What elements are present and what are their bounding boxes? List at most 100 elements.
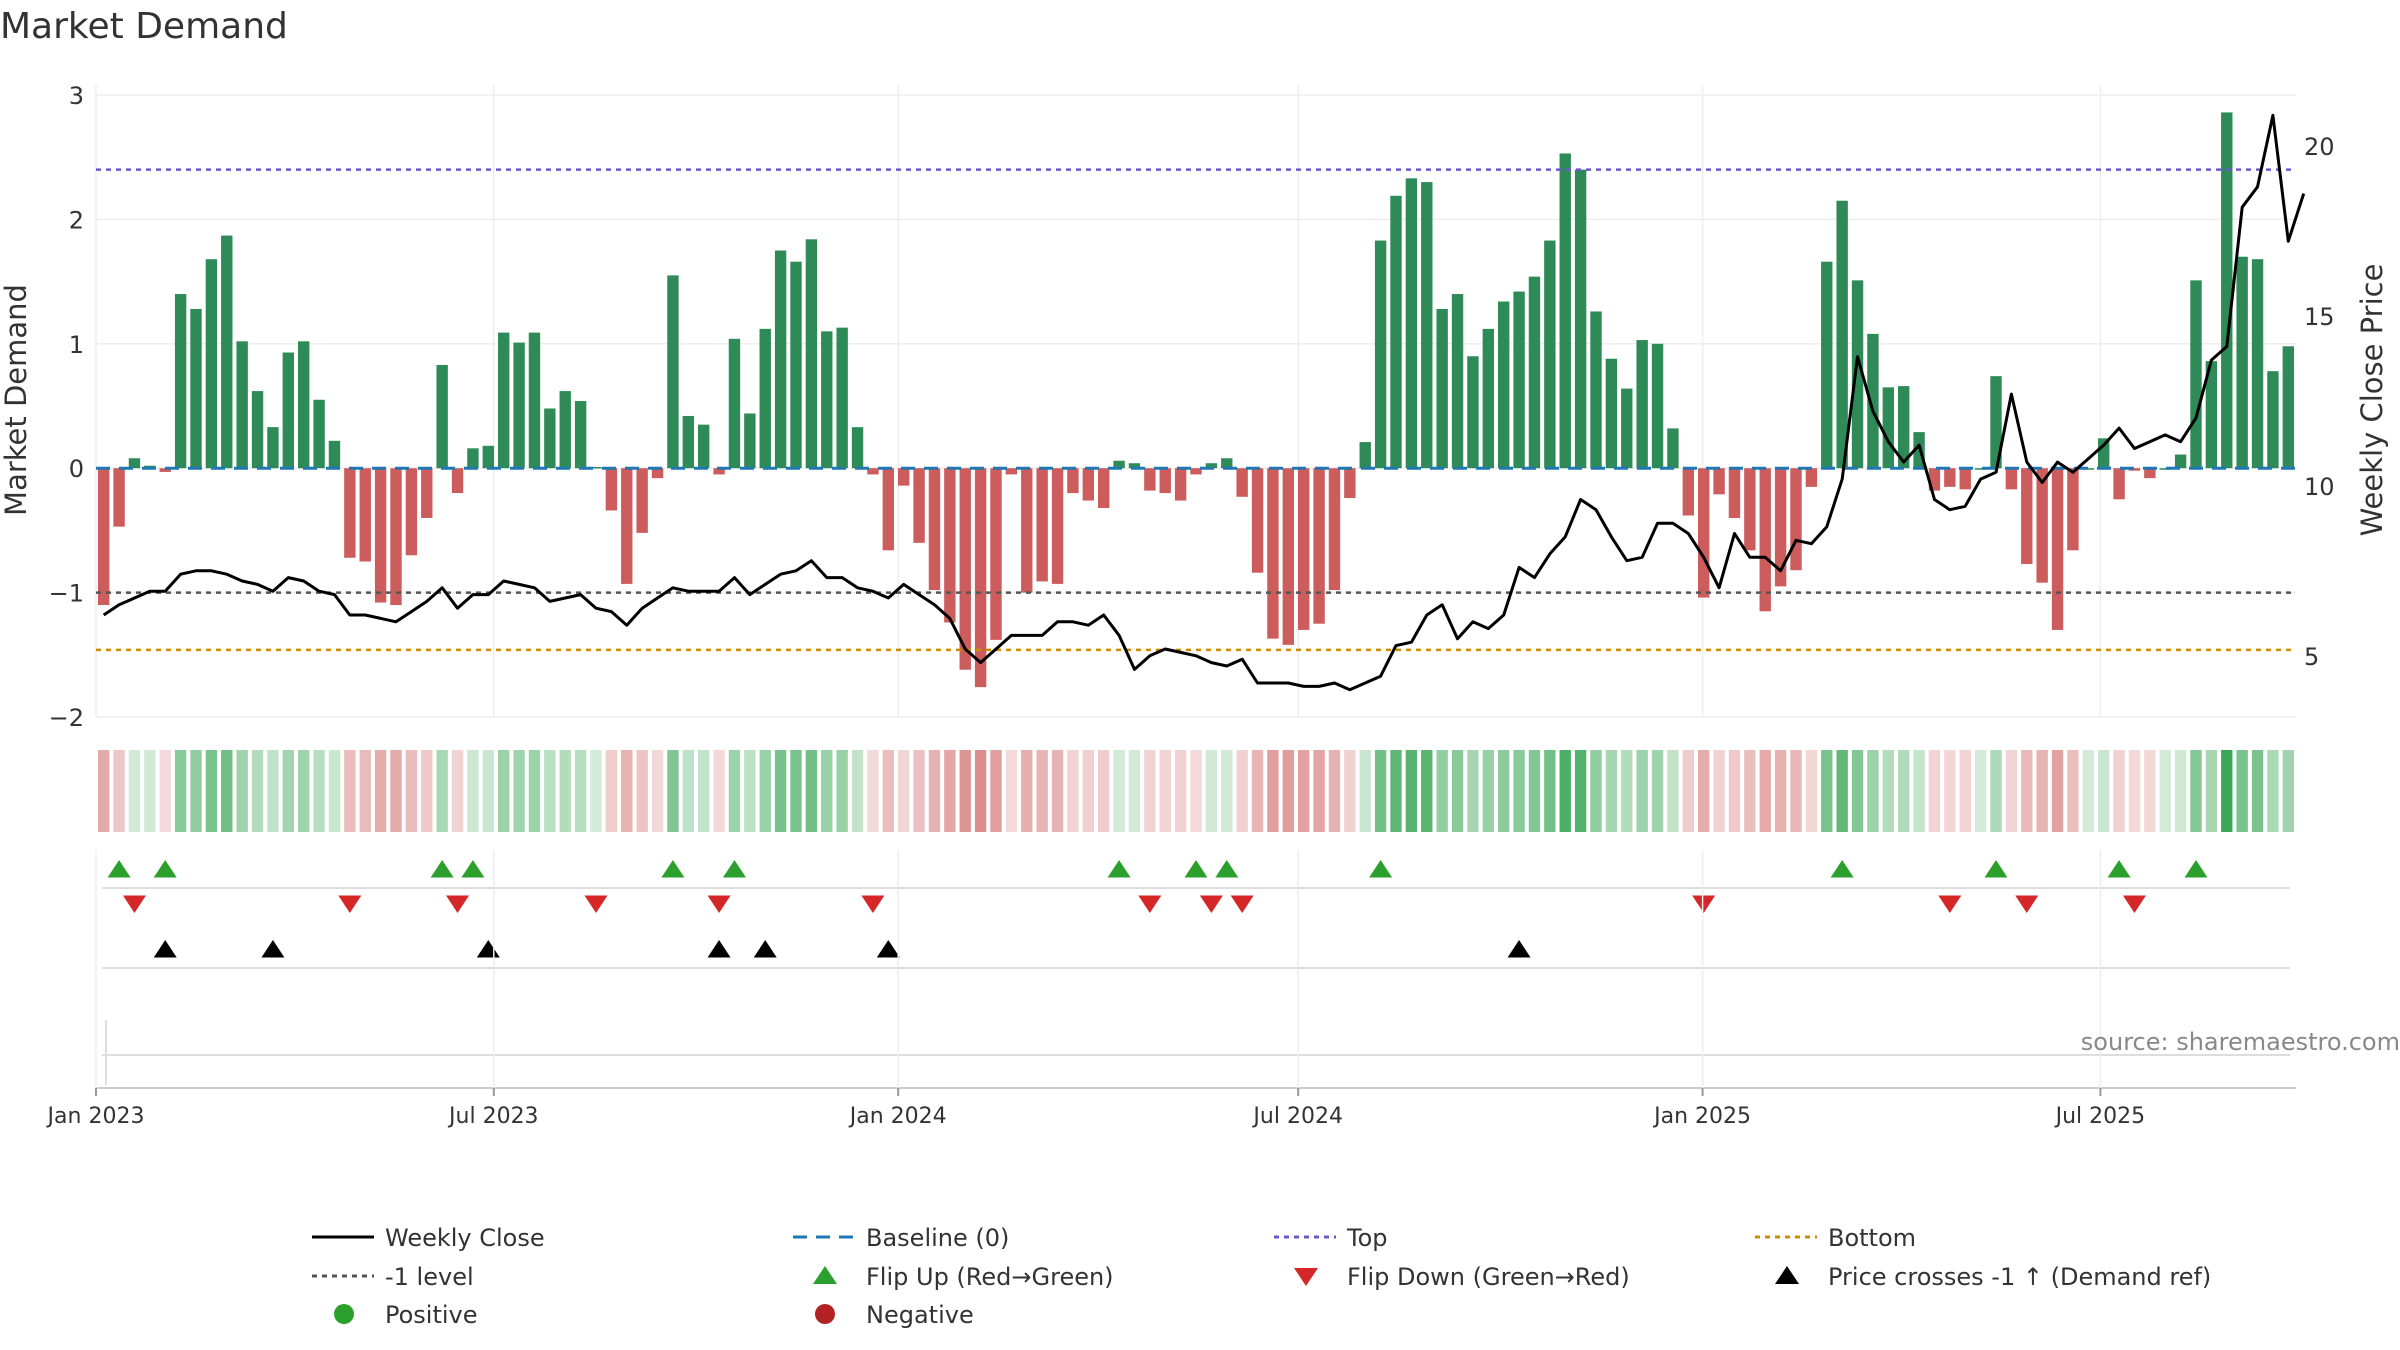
demand-bar <box>1051 468 1064 584</box>
demand-bar <box>451 468 464 494</box>
legend-label: Bottom <box>1828 1224 1916 1252</box>
demand-bar <box>2221 112 2233 469</box>
demand-bar <box>959 468 971 670</box>
strip-cell <box>682 750 694 832</box>
y-tick-label: −1 <box>49 580 84 608</box>
strip-cell <box>1144 750 1156 832</box>
demand-bar <box>805 239 818 469</box>
strip-cell <box>1390 750 1402 832</box>
demand-bar <box>574 401 587 469</box>
y2-tick-label: 15 <box>2304 303 2335 331</box>
strip-cell <box>2144 750 2156 832</box>
strip-cell <box>2251 750 2264 832</box>
strip-cell <box>1928 750 1941 832</box>
demand-bar <box>221 235 233 469</box>
strip-cell <box>221 750 233 832</box>
flip-up-marker <box>661 860 685 878</box>
demand-bar <box>882 468 894 551</box>
strip-cell <box>2221 750 2233 832</box>
strip-cell <box>236 750 248 832</box>
y-tick-label: 0 <box>69 455 84 483</box>
demand-bar <box>313 399 325 469</box>
strip-cell <box>1682 750 1694 832</box>
y2-tick-label: 5 <box>2304 643 2319 671</box>
legend-item: Price crosses -1 ↑ (Demand ref) <box>1775 1263 2211 1291</box>
demand-bar <box>1374 240 1387 469</box>
y-tick-label: 1 <box>69 331 84 359</box>
strip-cell <box>2128 750 2141 832</box>
demand-bars <box>98 112 2294 688</box>
strip-cell <box>1528 750 1541 832</box>
strip-cell <box>2005 750 2018 832</box>
strip-cell <box>1498 750 1510 832</box>
strip-cell <box>113 750 125 832</box>
strip-cell <box>267 750 279 832</box>
y-axis-right: 20 15 10 5 <box>2304 133 2335 671</box>
demand-bar <box>2190 280 2202 469</box>
demand-bar <box>1605 358 1618 469</box>
legend-item: Top <box>1274 1224 1388 1252</box>
strip-cell <box>2113 750 2125 832</box>
demand-bar <box>251 391 264 469</box>
strip-cell <box>1159 750 1171 832</box>
strip-cell <box>1836 750 1848 832</box>
demand-bar <box>913 468 925 543</box>
flip-up-marker <box>1215 860 1239 878</box>
demand-bar <box>1513 291 1525 469</box>
demand-bar <box>390 468 402 606</box>
demand-bar <box>1821 261 1833 469</box>
strip-cell <box>728 750 741 832</box>
strip-cell <box>2051 750 2064 832</box>
strip-cell <box>2190 750 2202 832</box>
demand-bar <box>1621 388 1633 469</box>
demand-bar <box>2036 468 2048 583</box>
demand-bar <box>2174 454 2187 469</box>
flip-up-marker <box>1184 860 1208 878</box>
strip-cell <box>1821 750 1833 832</box>
strip-cell <box>1744 750 1756 832</box>
x-tick-label: Jan 2025 <box>1652 1104 1751 1129</box>
strip-cell <box>1728 750 1741 832</box>
demand-bar <box>851 427 864 469</box>
strip-cell <box>1974 750 1987 832</box>
strip-cell <box>190 750 202 832</box>
price-cross-marker <box>476 940 500 958</box>
strip-cell <box>498 750 510 832</box>
demand-bar <box>2267 371 2279 469</box>
demand-bar <box>405 468 418 556</box>
strip-cell <box>451 750 464 832</box>
strip-cell <box>2236 750 2248 832</box>
demand-bar <box>636 468 648 533</box>
strip-cell <box>467 750 479 832</box>
flip-up-marker <box>1984 860 2008 878</box>
strip-cell <box>98 750 110 832</box>
demand-bar <box>1405 178 1418 469</box>
demand-bar <box>482 445 494 469</box>
chart-title: Market Demand <box>0 6 288 47</box>
legend-item: Weekly Close <box>312 1224 545 1252</box>
demand-bar <box>498 332 510 469</box>
demand-bar <box>1698 468 1710 598</box>
flip-down-marker <box>2015 895 2039 913</box>
demand-bar <box>974 468 987 688</box>
strip-cell <box>1898 750 1910 832</box>
demand-bar <box>1005 468 1018 475</box>
legend-swatch-circle <box>334 1304 354 1324</box>
strip-cell <box>559 750 571 832</box>
demand-bar <box>1574 169 1587 469</box>
strip-cell <box>867 750 879 832</box>
x-tick-label: Jul 2023 <box>447 1104 539 1129</box>
y2-axis-label: Weekly Close Price <box>2355 264 2389 537</box>
flip-up-marker <box>2184 860 2208 878</box>
demand-bar <box>559 391 571 469</box>
flip-up-marker <box>153 860 177 878</box>
demand-bar <box>1836 200 1848 469</box>
demand-bar <box>344 468 356 558</box>
strip-cell <box>1067 750 1079 832</box>
demand-bar <box>2128 468 2141 471</box>
demand-bar <box>621 468 633 584</box>
demand-bar <box>1174 468 1187 501</box>
strip-cell <box>1513 750 1525 832</box>
flip-down-marker <box>122 895 146 913</box>
demand-bar <box>436 364 448 469</box>
